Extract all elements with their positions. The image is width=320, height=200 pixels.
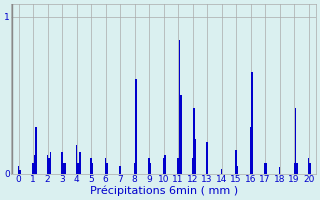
Bar xyxy=(150,163,151,174)
Bar xyxy=(266,163,267,174)
Bar xyxy=(180,95,181,174)
Bar xyxy=(309,163,311,174)
Bar xyxy=(92,163,93,174)
Bar xyxy=(107,163,108,174)
X-axis label: Précipitations 6min ( mm ): Précipitations 6min ( mm ) xyxy=(90,185,238,196)
Bar xyxy=(119,166,121,174)
Bar xyxy=(265,163,266,174)
Bar xyxy=(61,152,63,174)
Bar xyxy=(194,108,195,174)
Bar xyxy=(206,142,208,174)
Bar xyxy=(64,163,66,174)
Bar xyxy=(63,163,64,174)
Bar xyxy=(76,145,77,174)
Bar xyxy=(91,158,92,174)
Bar xyxy=(279,167,280,174)
Bar xyxy=(18,166,19,174)
Bar xyxy=(195,139,196,174)
Bar xyxy=(296,163,298,174)
Bar xyxy=(50,152,51,174)
Bar xyxy=(34,155,35,174)
Bar xyxy=(250,127,251,174)
Bar xyxy=(77,163,79,174)
Bar xyxy=(32,163,34,174)
Bar xyxy=(163,158,164,174)
Bar xyxy=(236,150,237,174)
Bar xyxy=(179,40,180,174)
Bar xyxy=(221,169,222,174)
Bar xyxy=(178,158,179,174)
Bar xyxy=(308,158,309,174)
Bar xyxy=(192,158,193,174)
Bar xyxy=(48,158,50,174)
Bar xyxy=(80,152,82,174)
Bar xyxy=(148,158,150,174)
Bar xyxy=(295,108,296,174)
Bar xyxy=(47,155,48,174)
Bar xyxy=(164,155,165,174)
Bar xyxy=(135,79,137,174)
Bar xyxy=(134,163,135,174)
Bar xyxy=(293,163,295,174)
Bar xyxy=(105,158,106,174)
Bar xyxy=(79,152,80,174)
Bar xyxy=(237,166,238,174)
